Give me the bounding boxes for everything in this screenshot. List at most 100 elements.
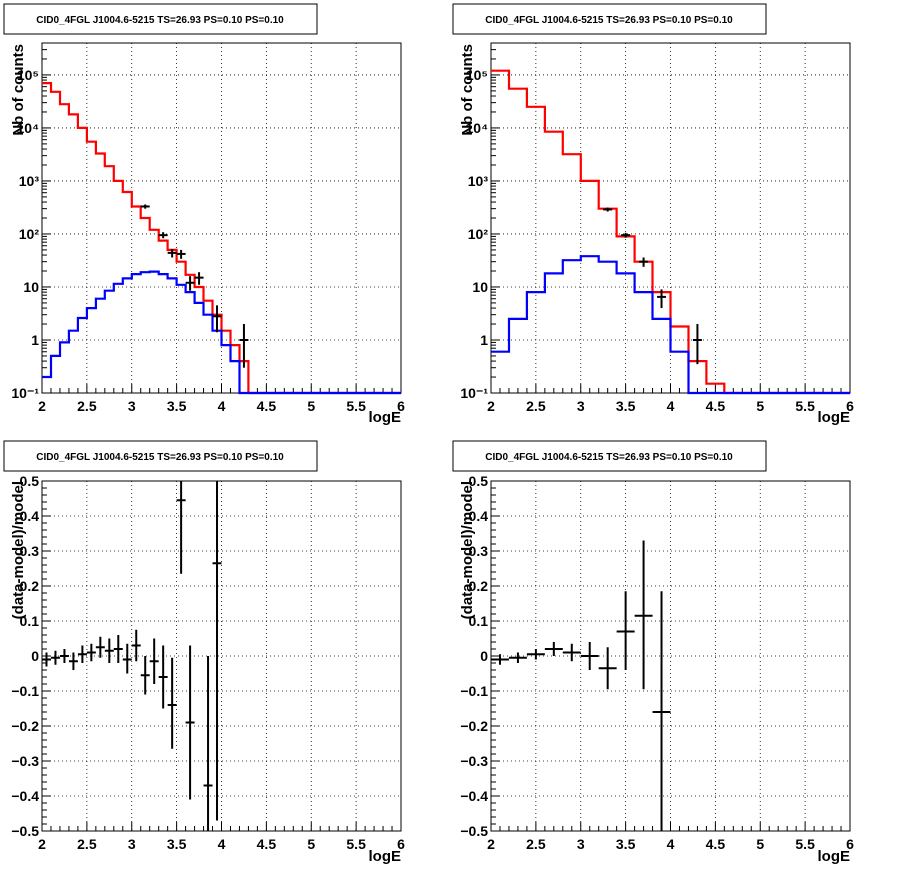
data-point	[194, 272, 204, 285]
data-point	[580, 642, 599, 670]
x-axis-title: logE	[369, 848, 402, 865]
y-tick-label: −0.2	[11, 718, 39, 734]
panel-counts-right: CID0_4FGL J1004.6-5215 TS=26.93 PS=0.10 …	[452, 3, 854, 426]
y-tick-label: −0.3	[11, 753, 39, 769]
x-tick-label: 4	[218, 836, 226, 852]
data-point	[526, 649, 545, 660]
x-tick-label: 3.5	[167, 836, 187, 852]
x-tick-label: 4	[218, 398, 226, 414]
data-point	[131, 629, 141, 662]
y-axis-title: Nb of counts	[10, 44, 27, 136]
data-point	[59, 649, 69, 663]
y-tick-label: −0.4	[11, 788, 39, 804]
x-tick-label: 2	[487, 398, 495, 414]
x-axis-title: logE	[818, 848, 851, 865]
x-tick-label: 4.5	[706, 836, 726, 852]
x-tick-label: 2	[38, 398, 46, 414]
y-tick-label: 0.1	[20, 613, 40, 629]
x-tick-label: 3	[128, 398, 136, 414]
pad-title: CID0_4FGL J1004.6-5215 TS=26.93 PS=0.10 …	[485, 15, 733, 26]
y-tick-label: 10⁴	[17, 120, 40, 136]
y-tick-label: 0	[480, 648, 488, 664]
y-tick-label: 0.5	[20, 473, 40, 489]
x-tick-label: 5	[756, 398, 764, 414]
y-tick-label: 0	[31, 648, 39, 664]
data-point	[212, 481, 222, 821]
data-point	[68, 652, 78, 670]
x-axis-title: logE	[818, 409, 851, 426]
y-tick-label: 10⁵	[17, 67, 39, 83]
pad-title-box	[3, 3, 318, 35]
x-tick-label: 4	[667, 836, 675, 852]
x-tick-label: 6	[846, 398, 854, 414]
plot-area: 2 2.5 3 3.5 4 4.5 5 5.5 6 10⁻¹ 1 10 10² 10³ 10⁴ 10⁵	[460, 42, 854, 414]
y-tick-label: 1	[480, 332, 488, 348]
x-tick-label: 5	[307, 398, 315, 414]
x-tick-label: 3.5	[167, 398, 187, 414]
x-tick-label: 4.5	[257, 398, 277, 414]
x-tick-label: 5	[307, 836, 315, 852]
data-point	[185, 645, 195, 800]
x-tick-label: 3.5	[616, 836, 636, 852]
data-point	[544, 642, 563, 656]
data-point	[603, 207, 613, 212]
data-point	[508, 652, 527, 663]
x-tick-label: 4.5	[706, 398, 726, 414]
panel-counts-left: CID0_4FGL J1004.6-5215 TS=26.93 PS=0.10 …	[3, 3, 405, 426]
data-point	[657, 289, 667, 309]
data-point	[140, 656, 150, 695]
data-point	[95, 636, 105, 658]
y-tick-label: 0.1	[469, 613, 489, 629]
plot-area: 2 2.5 3 3.5 4 4.5 5 5.5 6 10⁻¹ 1 10 10² 10³ 10⁴ 10⁵	[11, 42, 405, 414]
data-point	[113, 635, 123, 663]
y-tick-label: 10⁴	[466, 120, 489, 136]
data-point	[212, 305, 222, 333]
x-tick-label: 4	[667, 398, 675, 414]
x-tick-label: 2.5	[77, 398, 97, 414]
x-tick-label: 2	[38, 836, 46, 852]
plot-area: 2 2.5 3 3.5 4 4.5 5 5.5 6 −0.5 −0.4 −0.3 −0.2 −0.1 0 0.…	[460, 473, 854, 852]
data-point	[176, 481, 186, 574]
y-tick-label: 10⁻¹	[460, 385, 488, 401]
x-tick-label: 5.5	[795, 836, 815, 852]
data-point	[167, 249, 177, 258]
y-tick-label: −0.3	[460, 753, 488, 769]
data-point	[692, 324, 702, 365]
pad-title: CID0_4FGL J1004.6-5215 TS=26.93 PS=0.10 …	[36, 452, 284, 463]
data-point	[634, 540, 653, 690]
x-tick-label: 2.5	[526, 398, 546, 414]
pad-title: CID0_4FGL J1004.6-5215 TS=26.93 PS=0.10 …	[485, 452, 733, 463]
y-tick-label: 10⁵	[466, 67, 488, 83]
x-tick-label: 2.5	[77, 836, 97, 852]
x-tick-label: 5.5	[346, 398, 366, 414]
y-tick-label: 0.3	[469, 543, 489, 559]
x-tick-label: 6	[397, 836, 405, 852]
data-point	[621, 232, 631, 238]
data-point	[639, 257, 649, 267]
data-point	[652, 591, 671, 831]
data-point	[185, 276, 195, 291]
y-tick-label: −0.2	[460, 718, 488, 734]
data-point	[158, 232, 168, 239]
y-tick-label: 10	[472, 279, 488, 295]
x-tick-label: 2.5	[526, 836, 546, 852]
y-tick-label: −0.1	[11, 683, 39, 699]
data-point	[167, 657, 177, 749]
y-tick-label: 1	[31, 332, 39, 348]
y-tick-label: 0.4	[469, 508, 489, 524]
x-tick-label: 4.5	[257, 836, 277, 852]
x-tick-label: 3	[128, 836, 136, 852]
source-model-histogram	[491, 255, 850, 395]
data-point	[491, 654, 509, 665]
data-point	[616, 591, 635, 670]
y-axis-title: (data-model)/model	[10, 481, 27, 619]
x-tick-label: 5.5	[346, 836, 366, 852]
pad-title-box	[3, 440, 318, 472]
data-point	[239, 324, 249, 368]
y-axis-title: Nb of counts	[459, 44, 476, 136]
data-point	[158, 645, 168, 709]
source-model-histogram	[42, 270, 401, 395]
pad-title-box	[452, 440, 767, 472]
y-tick-label: 10²	[19, 226, 40, 242]
